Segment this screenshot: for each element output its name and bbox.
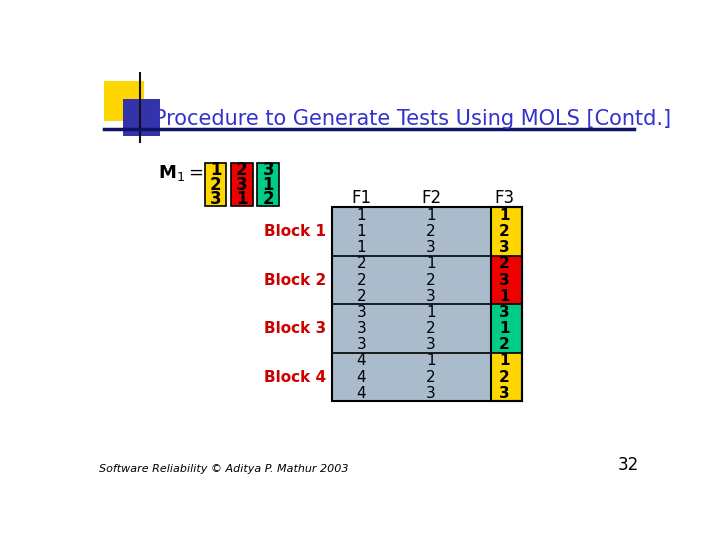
Bar bbox=[492, 304, 523, 353]
Text: 2: 2 bbox=[426, 369, 436, 384]
Text: 1: 1 bbox=[426, 305, 436, 320]
Text: F3: F3 bbox=[495, 189, 515, 207]
Text: 2: 2 bbox=[262, 190, 274, 208]
Text: =: = bbox=[189, 164, 204, 181]
Text: 1: 1 bbox=[356, 240, 366, 255]
Bar bbox=[492, 207, 523, 256]
Text: 3: 3 bbox=[499, 305, 510, 320]
Text: 3: 3 bbox=[426, 240, 436, 255]
Text: 2: 2 bbox=[426, 224, 436, 239]
Text: 2: 2 bbox=[356, 289, 366, 303]
Text: 2: 2 bbox=[426, 321, 436, 336]
Text: Procedure to Generate Tests Using MOLS [Contd.]: Procedure to Generate Tests Using MOLS [… bbox=[153, 109, 670, 129]
Text: 1: 1 bbox=[356, 208, 366, 223]
Text: 4: 4 bbox=[356, 353, 366, 368]
Text: Software Reliability © Aditya P. Mathur 2003: Software Reliability © Aditya P. Mathur … bbox=[99, 464, 348, 475]
Text: 2: 2 bbox=[426, 273, 436, 287]
Text: 1: 1 bbox=[426, 256, 436, 271]
Text: 3: 3 bbox=[262, 161, 274, 179]
Bar bbox=[492, 256, 523, 304]
Text: 1: 1 bbox=[426, 353, 436, 368]
Text: 2: 2 bbox=[499, 369, 510, 384]
Text: Block 3: Block 3 bbox=[264, 321, 326, 336]
Bar bbox=[258, 163, 279, 206]
Text: 2: 2 bbox=[236, 161, 248, 179]
Bar bbox=[104, 81, 144, 121]
Bar bbox=[231, 163, 253, 206]
Text: 3: 3 bbox=[426, 337, 436, 352]
Bar bbox=[122, 99, 160, 137]
Text: 1: 1 bbox=[356, 224, 366, 239]
Text: 1: 1 bbox=[500, 289, 510, 303]
Text: 1: 1 bbox=[500, 353, 510, 368]
Text: F1: F1 bbox=[351, 189, 372, 207]
Text: 2: 2 bbox=[356, 273, 366, 287]
Text: 1: 1 bbox=[263, 176, 274, 193]
Bar bbox=[492, 207, 523, 401]
Text: 3: 3 bbox=[356, 337, 366, 352]
Text: 3: 3 bbox=[499, 240, 510, 255]
Text: 3: 3 bbox=[356, 305, 366, 320]
Text: 4: 4 bbox=[356, 386, 366, 401]
Text: 1: 1 bbox=[500, 321, 510, 336]
Text: 3: 3 bbox=[236, 176, 248, 193]
Text: 2: 2 bbox=[499, 337, 510, 352]
Text: 3: 3 bbox=[356, 321, 366, 336]
Text: 3: 3 bbox=[426, 289, 436, 303]
Text: Block 4: Block 4 bbox=[264, 369, 326, 384]
Text: 1: 1 bbox=[426, 208, 436, 223]
Text: Block 1: Block 1 bbox=[264, 224, 326, 239]
Text: 3: 3 bbox=[499, 386, 510, 401]
Text: 2: 2 bbox=[210, 176, 221, 193]
Text: 1: 1 bbox=[500, 208, 510, 223]
Bar bbox=[204, 163, 226, 206]
Text: $\mathbf{M}_1$: $\mathbf{M}_1$ bbox=[158, 163, 185, 183]
Text: 3: 3 bbox=[499, 273, 510, 287]
Text: 2: 2 bbox=[499, 224, 510, 239]
Text: 1: 1 bbox=[210, 161, 221, 179]
Text: 2: 2 bbox=[356, 256, 366, 271]
Text: Block 2: Block 2 bbox=[264, 273, 326, 287]
Text: 1: 1 bbox=[236, 190, 248, 208]
Text: 2: 2 bbox=[499, 256, 510, 271]
Text: 4: 4 bbox=[356, 369, 366, 384]
Bar bbox=[492, 353, 523, 401]
Text: 3: 3 bbox=[210, 190, 221, 208]
Bar bbox=[332, 207, 523, 401]
Text: 32: 32 bbox=[618, 456, 639, 475]
Text: F2: F2 bbox=[421, 189, 441, 207]
Bar bbox=[332, 207, 523, 401]
Text: 3: 3 bbox=[426, 386, 436, 401]
